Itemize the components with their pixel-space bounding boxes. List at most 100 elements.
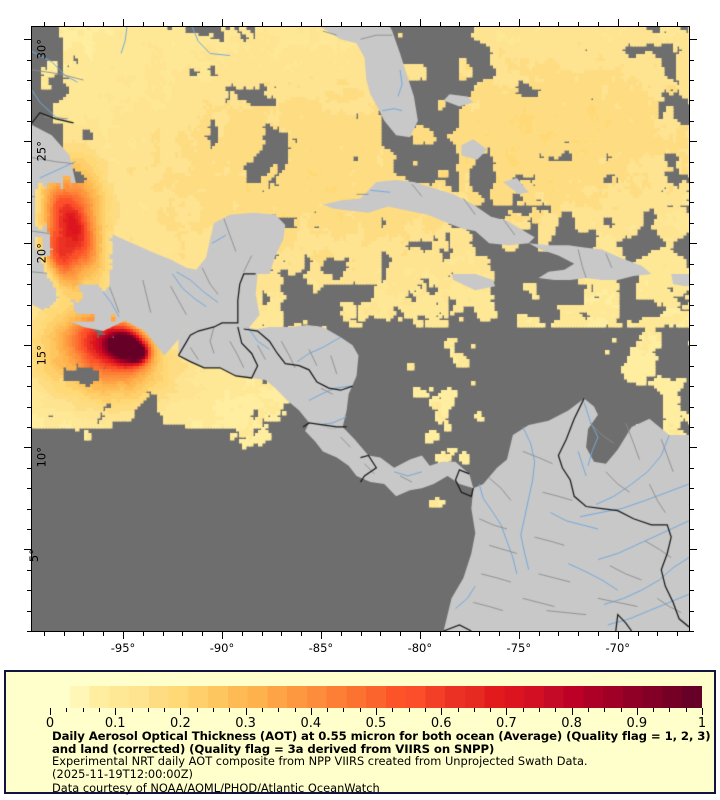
x-major-tick-top <box>320 19 322 26</box>
colorbar-major-tick <box>571 708 573 715</box>
y-minor-tick-right <box>690 222 694 224</box>
x-major-tick <box>221 632 223 639</box>
x-minor-tick <box>142 632 144 636</box>
y-minor-tick <box>27 263 31 265</box>
y-tick-label: 25° <box>34 141 49 162</box>
y-minor-tick <box>27 426 31 428</box>
x-minor-tick <box>202 632 204 636</box>
x-tick-label: -90° <box>209 641 235 655</box>
x-minor-tick <box>360 632 362 636</box>
x-minor-tick <box>103 632 105 636</box>
colorbar-minor-tick <box>278 708 280 712</box>
y-minor-tick-right <box>690 631 694 632</box>
x-minor-tick <box>43 632 45 636</box>
y-minor-tick <box>27 365 31 367</box>
x-minor-tick <box>261 632 263 636</box>
y-minor-tick <box>27 508 31 510</box>
colorbar-minor-tick <box>587 708 589 712</box>
colorbar-major-tick <box>702 708 703 715</box>
y-major-tick-right <box>690 39 697 41</box>
legend-subtitle-1: (2025-11-19T12:00:00Z) <box>52 767 194 782</box>
map-plot-area[interactable] <box>31 26 690 632</box>
x-minor-tick <box>479 632 481 636</box>
colorbar-minor-tick <box>392 708 394 712</box>
aot-raster-layer <box>32 27 689 631</box>
colorbar[interactable] <box>50 686 702 708</box>
y-minor-tick <box>27 590 31 592</box>
legend-panel: Daily Aerosol Optical Thickness (AOT) at… <box>4 670 716 794</box>
x-minor-tick <box>340 632 342 636</box>
colorbar-minor-tick <box>685 708 687 712</box>
x-major-tick-top <box>123 19 125 26</box>
x-minor-tick-top <box>340 22 342 26</box>
x-major-tick <box>617 632 619 639</box>
y-minor-tick <box>27 304 31 306</box>
colorbar-minor-tick <box>82 708 84 712</box>
x-minor-tick <box>281 632 283 636</box>
x-minor-tick-top <box>281 22 283 26</box>
x-tick-label: -70° <box>605 641 631 655</box>
y-minor-tick <box>27 161 31 163</box>
y-minor-tick-right <box>690 304 694 306</box>
colorbar-major-tick <box>115 708 117 715</box>
colorbar-tick-label: 0.6 <box>430 716 452 731</box>
y-minor-tick <box>27 80 31 82</box>
colorbar-minor-tick <box>261 708 263 712</box>
y-minor-tick <box>27 631 31 632</box>
colorbar-minor-tick <box>327 708 329 712</box>
colorbar-minor-tick <box>147 708 149 712</box>
colorbar-minor-tick <box>196 708 198 712</box>
x-minor-tick <box>657 632 659 636</box>
x-minor-tick-top <box>202 22 204 26</box>
colorbar-major-tick <box>376 708 377 715</box>
x-minor-tick-top <box>499 22 501 26</box>
x-minor-tick-top <box>103 22 105 26</box>
colorbar-major-tick <box>441 708 443 715</box>
x-minor-tick <box>380 632 382 636</box>
colorbar-minor-tick <box>359 708 361 712</box>
colorbar-major-tick <box>310 708 312 715</box>
colorbar-minor-tick <box>98 708 100 712</box>
x-minor-tick-top <box>538 22 540 26</box>
colorbar-minor-tick <box>164 708 166 712</box>
x-minor-tick-top <box>439 22 441 26</box>
x-major-tick <box>123 632 125 639</box>
legend-subtitle-0: Experimental NRT daily AOT composite fro… <box>52 754 588 769</box>
colorbar-major-tick <box>180 708 182 715</box>
x-major-tick-top <box>221 19 223 26</box>
legend-subtitle-2: Data courtesy of NOAA/AOML/PHOD/Atlantic… <box>52 780 380 795</box>
colorbar-minor-tick <box>457 708 459 712</box>
y-tick-label: 20° <box>34 243 49 264</box>
y-minor-tick-right <box>690 365 694 367</box>
y-minor-tick-right <box>690 120 694 122</box>
y-minor-tick <box>27 222 31 224</box>
colorbar-minor-tick <box>408 708 410 712</box>
colorbar-minor-tick <box>539 708 540 712</box>
x-tick-label: -85° <box>308 641 334 655</box>
y-minor-tick-right <box>690 569 694 571</box>
x-tick-label: -95° <box>110 641 136 655</box>
y-major-tick-right <box>690 243 697 245</box>
x-minor-tick <box>400 632 402 636</box>
y-minor-tick <box>27 569 31 571</box>
x-minor-tick <box>538 632 540 636</box>
y-minor-tick <box>27 610 31 612</box>
x-tick-label: -80° <box>407 641 433 655</box>
y-minor-tick-right <box>690 100 694 102</box>
colorbar-minor-tick <box>424 708 426 712</box>
y-minor-tick <box>27 467 31 469</box>
x-minor-tick-top <box>657 22 659 26</box>
y-major-tick-right <box>690 447 697 449</box>
y-major-tick <box>24 345 31 347</box>
colorbar-major-tick <box>50 708 51 715</box>
y-tick-label: 15° <box>34 345 49 366</box>
x-minor-tick-top <box>380 22 382 26</box>
colorbar-major-tick <box>506 708 508 715</box>
x-minor-tick <box>439 632 441 636</box>
colorbar-minor-tick <box>473 708 475 712</box>
colorbar-minor-tick <box>66 708 68 712</box>
x-minor-tick-top <box>637 22 639 26</box>
x-minor-tick-top <box>162 22 164 26</box>
y-major-tick-right <box>690 141 697 143</box>
y-minor-tick-right <box>690 59 694 61</box>
